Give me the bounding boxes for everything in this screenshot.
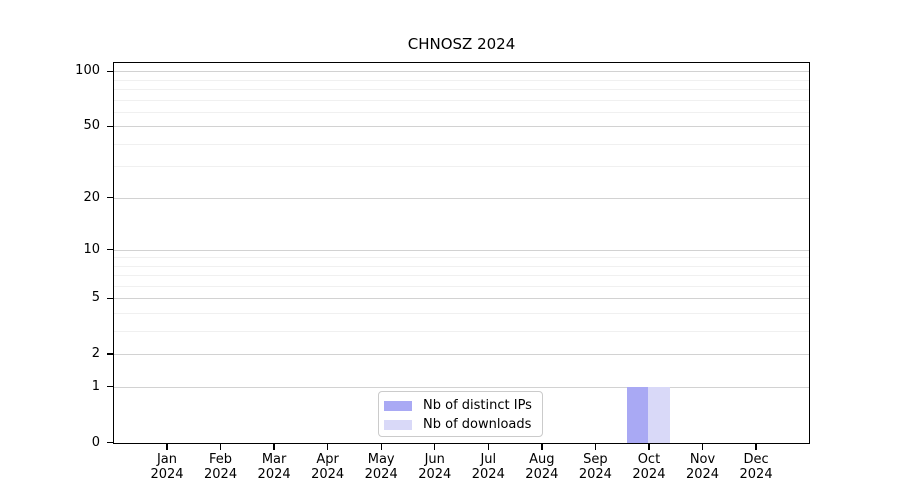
x-tick-label-may: May 2024 <box>349 452 413 482</box>
legend-swatch-downloads <box>384 419 412 430</box>
x-tick-jun <box>434 444 436 450</box>
gridline-major-y5 <box>114 298 809 300</box>
gridline-minor-y9 <box>114 257 809 259</box>
x-tick-year: 2024 <box>685 467 720 482</box>
x-tick-month: Nov <box>689 452 716 467</box>
x-tick-year: 2024 <box>525 467 559 482</box>
x-tick-label-jan: Jan 2024 <box>135 452 199 482</box>
y-tick-100 <box>107 70 113 73</box>
bar-distinct-ips-oct <box>626 387 649 443</box>
x-tick-month: Jun <box>424 452 445 467</box>
chart-title: CHNOSZ 2024 <box>407 35 516 53</box>
x-tick-month: May <box>367 452 395 467</box>
x-tick-sep <box>594 444 597 450</box>
y-tick-0 <box>107 441 113 444</box>
gridline-major-y1 <box>114 386 809 388</box>
x-tick-dec <box>755 444 757 450</box>
x-tick-label-apr: Apr 2024 <box>296 452 360 482</box>
y-tick-2 <box>107 353 113 355</box>
gridline-minor-y8 <box>114 265 809 267</box>
gridline-minor-y90 <box>114 79 809 81</box>
x-tick-month: Mar <box>261 452 287 467</box>
x-tick-month: Apr <box>316 452 339 467</box>
legend-label-downloads: Nb of downloads <box>423 417 532 432</box>
x-tick-year: 2024 <box>471 467 505 482</box>
x-tick-year: 2024 <box>632 467 666 482</box>
gridline-minor-y40 <box>114 143 809 145</box>
y-tick-label-50: 50 <box>83 118 100 134</box>
x-tick-year: 2024 <box>204 467 238 482</box>
x-tick-label-sep: Sep 2024 <box>563 452 627 482</box>
plot-area <box>113 62 810 444</box>
x-tick-year: 2024 <box>257 467 291 482</box>
legend: Nb of distinct IPs Nb of downloads <box>378 391 543 437</box>
gridline-major-y2 <box>114 354 809 356</box>
gridline-minor-y60 <box>114 112 809 113</box>
y-tick-1 <box>107 386 113 388</box>
x-tick-label-oct: Oct 2024 <box>617 452 681 482</box>
x-tick-feb <box>219 444 222 450</box>
legend-swatch-distinct-ips <box>384 400 412 411</box>
x-tick-jan <box>166 444 168 450</box>
x-tick-may <box>380 444 382 450</box>
gridline-major-y100 <box>114 71 809 73</box>
x-tick-year: 2024 <box>364 467 398 482</box>
x-tick-month: Sep <box>583 452 608 467</box>
gridline-minor-y80 <box>114 89 809 91</box>
x-tick-label-mar: Mar 2024 <box>242 452 306 482</box>
x-tick-month: Oct <box>637 452 661 467</box>
x-tick-year: 2024 <box>739 467 773 482</box>
gridline-minor-y7 <box>114 275 809 277</box>
gridline-minor-y6 <box>114 286 809 288</box>
y-tick-label-100: 100 <box>75 63 100 79</box>
x-tick-month: Feb <box>209 452 233 467</box>
x-tick-oct <box>648 444 650 450</box>
y-tick-label-1: 1 <box>91 378 100 394</box>
x-tick-label-feb: Feb 2024 <box>189 452 253 482</box>
gridline-minor-y3 <box>114 331 809 333</box>
y-tick-label-20: 20 <box>83 189 100 205</box>
x-tick-year: 2024 <box>150 467 184 482</box>
y-tick-5 <box>107 297 113 300</box>
x-tick-mar <box>273 444 275 450</box>
y-tick-20 <box>107 197 113 199</box>
x-tick-apr <box>326 444 329 450</box>
x-tick-month: Jan <box>156 452 178 467</box>
gridline-minor-y30 <box>114 166 809 168</box>
y-tick-label-2: 2 <box>91 346 100 362</box>
x-tick-nov <box>701 444 704 450</box>
legend-label-distinct-ips: Nb of distinct IPs <box>423 398 532 413</box>
gridline-minor-y70 <box>114 99 809 101</box>
x-tick-month: Dec <box>743 452 769 467</box>
x-tick-month: Aug <box>529 452 555 467</box>
legend-row-distinct-ips: Nb of distinct IPs <box>384 396 537 415</box>
y-tick-50 <box>107 125 113 128</box>
y-tick-10 <box>107 249 113 251</box>
x-tick-month: Jul <box>480 452 497 467</box>
y-tick-label-0: 0 <box>91 434 100 450</box>
x-tick-label-nov: Nov 2024 <box>671 452 735 482</box>
x-tick-label-jul: Jul 2024 <box>456 452 520 482</box>
bar-downloads-oct <box>648 387 670 443</box>
x-tick-label-aug: Aug 2024 <box>510 452 574 482</box>
x-tick-year: 2024 <box>578 467 612 482</box>
gridline-minor-y4 <box>114 313 809 315</box>
y-tick-label-10: 10 <box>83 241 100 257</box>
gridline-major-y20 <box>114 197 809 199</box>
x-tick-jul <box>487 444 489 450</box>
gridline-major-y50 <box>114 126 809 128</box>
x-tick-aug <box>541 444 543 450</box>
x-tick-year: 2024 <box>418 467 452 482</box>
x-tick-year: 2024 <box>311 467 345 482</box>
x-tick-label-jun: Jun 2024 <box>403 452 467 482</box>
y-tick-label-5: 5 <box>91 290 100 306</box>
x-tick-label-dec: Dec 2024 <box>724 452 788 482</box>
legend-row-downloads: Nb of downloads <box>384 415 537 434</box>
gridline-major-y10 <box>114 249 809 251</box>
